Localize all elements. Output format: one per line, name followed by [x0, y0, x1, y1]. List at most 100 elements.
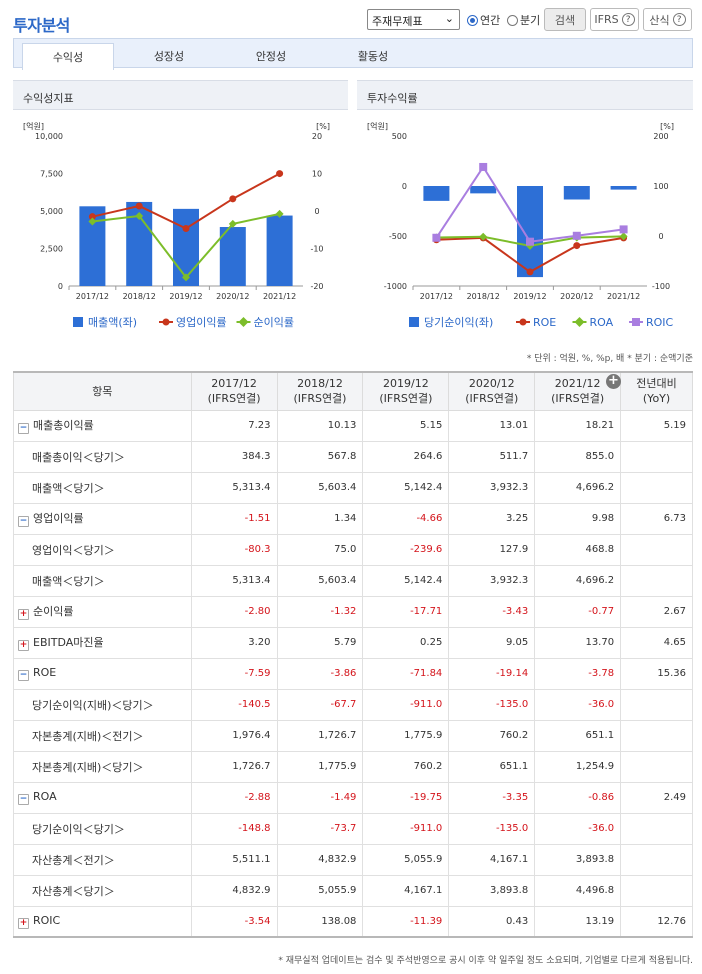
value-cell: -19.14: [448, 657, 536, 690]
table-row: 당기순이익＜당기＞ -148.8 -73.7 -911.0 -135.0 -36.0: [13, 812, 693, 845]
tab-activity[interactable]: 활동성: [357, 50, 389, 63]
row-label: 당기순이익＜당기＞: [13, 812, 192, 845]
page-title: 투자분석: [13, 16, 70, 35]
formula-help-button[interactable]: 산식?: [643, 8, 692, 31]
table-row: + EBITDA마진율 3.20 5.79 0.25 9.05 13.70 4.65: [13, 626, 693, 659]
legend-marker: [632, 318, 640, 326]
value-cell: 5,511.1: [190, 843, 278, 876]
table-row: − 영업이익률 -1.51 1.34 -4.66 3.25 9.98 6.73: [13, 502, 693, 535]
value-cell: -911.0: [362, 688, 450, 721]
value-cell: 264.6: [362, 440, 450, 473]
value-cell: 13.70: [534, 626, 622, 659]
series-point: [619, 232, 628, 241]
value-cell: -7.59: [190, 657, 278, 690]
table-row: 자본총계(지배)＜전기＞ 1,976.4 1,726.7 1,775.9 760.2 65…: [13, 719, 693, 752]
left-tick-label: -1000: [384, 282, 407, 291]
value-cell: 5,142.4: [362, 564, 450, 597]
row-label: + 순이익률: [13, 595, 192, 628]
series-point: [276, 170, 284, 178]
x-tick-label: 2021/12: [263, 292, 296, 301]
row-label: 영업이익＜당기＞: [13, 533, 192, 566]
yoy-cell: [620, 471, 693, 504]
left-unit-label: [억원]: [367, 121, 388, 131]
row-label: 자산총계＜전기＞: [13, 843, 192, 876]
statement-select[interactable]: 주재무제표 ⌄: [367, 9, 460, 30]
collapse-icon[interactable]: −: [18, 794, 29, 805]
left-tick-label: 7,500: [40, 170, 63, 179]
annual-radio[interactable]: 연간: [467, 12, 500, 28]
unit-note: * 단위 : 억원, %, %p, 배 * 분기 : 순액기준: [526, 354, 693, 364]
ifrs-help-button[interactable]: IFRS?: [590, 8, 639, 31]
expand-icon[interactable]: +: [18, 917, 29, 929]
series-point: [526, 268, 534, 276]
row-label: 매출총이익＜당기＞: [13, 440, 192, 473]
value-cell: 5.79: [276, 626, 364, 659]
expand-icon[interactable]: +: [18, 640, 29, 651]
series-point: [479, 232, 488, 241]
value-cell: -0.77: [534, 595, 622, 628]
column-header: 전년대비 (YoY): [620, 372, 693, 411]
financial-table: 항목 2017/12 (IFRS연결) 2018/12 (IFRS연결) 2019/12(…: [13, 371, 693, 938]
value-cell: -148.8: [190, 812, 278, 845]
question-icon: ?: [672, 13, 686, 26]
quarter-radio[interactable]: 분기: [507, 12, 540, 28]
value-cell: -71.84: [362, 657, 450, 690]
panel-header-right: 투자수익률: [357, 80, 693, 110]
bar: [266, 215, 293, 286]
right-unit-label: [%]: [660, 122, 674, 131]
tab-stability[interactable]: 안정성: [255, 50, 287, 63]
value-cell: 5,055.9: [362, 843, 450, 876]
left-tick-label: 0: [402, 182, 407, 191]
table-row: 자산총계＜전기＞ 5,511.1 4,832.9 5,055.9 4,167.1 3,89…: [13, 843, 693, 876]
row-label: 매출액＜당기＞: [13, 471, 192, 504]
bar: [563, 186, 590, 200]
column-header: 2018/12 (IFRS연결): [276, 372, 364, 411]
value-cell: -36.0: [534, 688, 622, 721]
series-point: [135, 202, 143, 210]
value-cell: 3,932.3: [448, 471, 536, 504]
series-point: [135, 211, 144, 220]
value-cell: -135.0: [448, 688, 536, 721]
value-cell: 1,254.9: [534, 750, 622, 783]
row-label: 자본총계(지배)＜당기＞: [13, 750, 192, 783]
value-cell: 1,775.9: [276, 750, 364, 783]
collapse-icon[interactable]: −: [18, 670, 29, 681]
value-cell: 760.2: [362, 750, 450, 783]
investment-return-chart: [억원] [%] 500 0 -500 -1000 200 100 0 -100 2017/12 20…: [367, 121, 674, 329]
column-header: 2019/12 (IFRS연결): [362, 372, 450, 411]
value-cell: -1.32: [276, 595, 364, 628]
value-cell: 5,055.9: [276, 874, 364, 907]
value-cell: 5,142.4: [362, 471, 450, 504]
series-point: [573, 242, 581, 250]
x-tick-label: 2018/12: [467, 292, 500, 301]
column-header: 2020/12 (IFRS연결): [448, 372, 536, 411]
series-point: [479, 162, 488, 171]
ifrs-label: IFRS: [594, 13, 619, 26]
search-button[interactable]: 검색: [544, 8, 586, 31]
panel-header-left: 수익성지표: [13, 80, 348, 110]
value-cell: 3,893.8: [534, 843, 622, 876]
value-cell: 7.23: [190, 409, 278, 442]
expand-icon[interactable]: +: [18, 609, 29, 620]
collapse-icon[interactable]: −: [18, 516, 29, 527]
yoy-cell: [620, 719, 693, 752]
value-cell: 127.9: [448, 533, 536, 566]
quarter-label: 분기: [520, 14, 541, 27]
value-cell: -80.3: [190, 533, 278, 566]
value-cell: 5,603.4: [276, 471, 364, 504]
value-cell: 651.1: [534, 719, 622, 752]
series-point: [88, 213, 96, 221]
annual-label: 연간: [480, 14, 501, 27]
tab-profitability[interactable]: 수익성: [22, 43, 114, 70]
yoy-cell: [620, 874, 693, 907]
value-cell: 4,167.1: [362, 874, 450, 907]
yoy-cell: [620, 564, 693, 597]
collapse-icon[interactable]: −: [18, 423, 29, 434]
series-point: [432, 233, 441, 242]
chevron-down-icon: ⌄: [444, 12, 454, 25]
tab-growth[interactable]: 성장성: [153, 50, 185, 63]
add-column-icon[interactable]: +: [606, 374, 621, 389]
value-cell: 4,696.2: [534, 564, 622, 597]
yoy-cell: [620, 533, 693, 566]
value-cell: -67.7: [276, 688, 364, 721]
